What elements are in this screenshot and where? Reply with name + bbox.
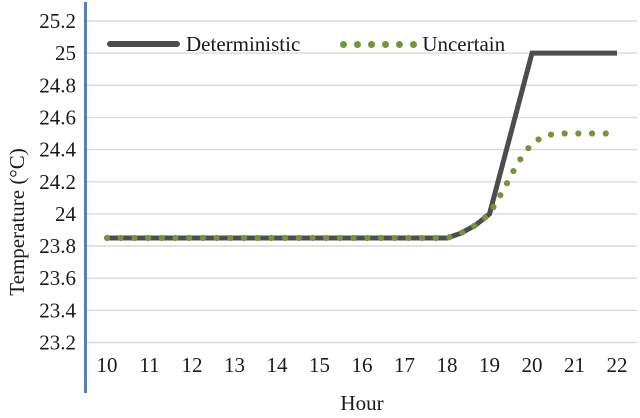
x-tick-label: 13: [224, 353, 245, 377]
deterministic-line-swatch: [107, 41, 180, 47]
y-tick-label: 24.6: [39, 105, 76, 129]
x-tick-label: 15: [309, 353, 330, 377]
y-tick-label: 25.2: [39, 9, 76, 33]
y-tick-label: 23.6: [39, 266, 76, 290]
y-axis-title: Temperature (°C): [5, 148, 29, 296]
y-tick-label: 23.4: [39, 298, 76, 322]
x-tick-label: 17: [394, 353, 415, 377]
legend-dot: [354, 40, 362, 48]
y-tick-label: 24: [55, 202, 77, 226]
x-tick-label: 20: [522, 353, 543, 377]
legend-dot: [382, 40, 390, 48]
y-tick-label: 24.4: [39, 138, 76, 162]
y-tick-label: 23.8: [39, 234, 76, 258]
x-tick-label: 14: [267, 353, 289, 377]
legend-dot: [396, 40, 404, 48]
legend-item-uncertain: Uncertain: [340, 31, 505, 57]
series-uncertain-line: [103, 130, 621, 242]
y-tick-label: 24.2: [39, 170, 76, 194]
chart-legend: Deterministic Uncertain: [107, 31, 505, 57]
y-tick-label: 25: [55, 41, 76, 65]
y-tick-label: 23.2: [39, 331, 76, 355]
x-tick-label: 18: [437, 353, 458, 377]
legend-dot: [340, 40, 348, 48]
legend-item-deterministic: Deterministic: [107, 31, 300, 57]
x-tick-label: 22: [607, 353, 628, 377]
x-tick-label: 21: [564, 353, 585, 377]
y-tick-label: 24.8: [39, 73, 76, 97]
legend-dot: [410, 40, 418, 48]
x-tick-label: 16: [352, 353, 373, 377]
legend-label-uncertain: Uncertain: [422, 32, 506, 56]
series-deterministic-line: [107, 50, 617, 241]
x-tick-label: 10: [97, 353, 118, 377]
x-tick-label: 11: [139, 353, 159, 377]
uncertain-dots-swatch: [340, 40, 418, 48]
x-tick-label: 19: [479, 353, 500, 377]
x-tick-label: 12: [182, 353, 203, 377]
legend-dot: [368, 40, 376, 48]
legend-label-deterministic: Deterministic: [186, 32, 301, 56]
x-axis-title: Hour: [340, 391, 384, 415]
